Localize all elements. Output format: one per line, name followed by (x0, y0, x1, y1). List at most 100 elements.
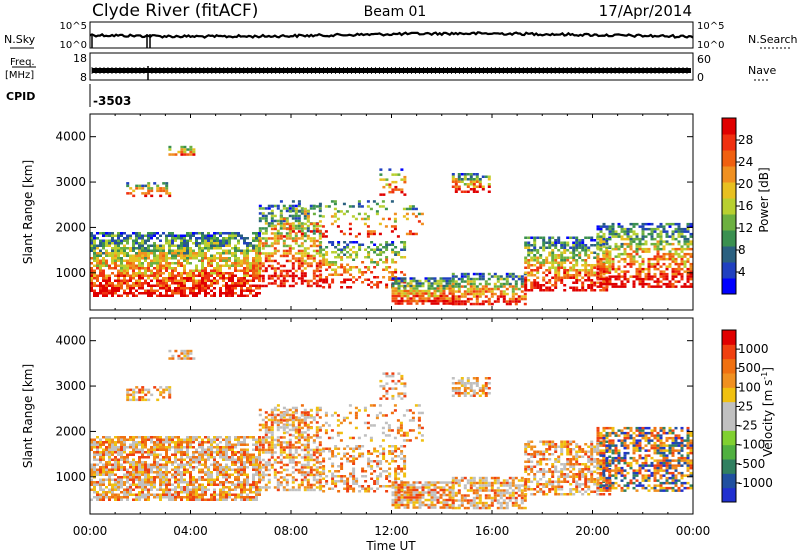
echo-cell (153, 436, 156, 439)
echo-cell (246, 249, 249, 252)
echo-cell (680, 247, 684, 251)
echo-cell (150, 234, 153, 237)
echo-cell (608, 237, 612, 241)
echo-cell (147, 262, 150, 265)
colorbar-swatch (722, 182, 736, 199)
echo-cell (243, 282, 246, 285)
echo-cell (524, 244, 528, 247)
echo-cell (460, 277, 464, 281)
echo-cell (469, 188, 473, 191)
echo-cell (653, 227, 657, 231)
echo-cell (258, 254, 261, 257)
echo-cell (201, 289, 204, 292)
echo-cell (551, 264, 555, 267)
beam-title: Beam 01 (364, 4, 427, 20)
echo-cell (599, 262, 603, 266)
echo-cell (557, 266, 561, 269)
echo-cell (300, 244, 304, 248)
echo-cell (243, 272, 246, 275)
echo-cell (123, 491, 126, 494)
echo-cell (165, 184, 169, 188)
echo-cell (114, 446, 117, 449)
echo-cell (548, 254, 552, 257)
echo-cell (647, 232, 651, 236)
echo-cell (243, 242, 246, 245)
echo-cell (548, 289, 552, 292)
echo-cell (397, 282, 401, 285)
echo-cell (135, 496, 138, 499)
echo-cell (357, 205, 361, 208)
echo-cell (285, 219, 289, 223)
echo-cell (294, 431, 298, 434)
echo-cell (481, 275, 485, 278)
echo-cell (192, 254, 195, 257)
echo-cell (463, 295, 467, 298)
echo-cell (572, 289, 576, 292)
echo-cell (192, 249, 195, 252)
echo-cell (270, 209, 274, 213)
echo-cell (228, 456, 231, 459)
echo-cell (496, 295, 500, 298)
echo-cell (427, 294, 431, 298)
echo-cell (129, 491, 132, 494)
echo-cell (397, 188, 401, 191)
echo-cell (168, 145, 172, 149)
echo-cell (132, 269, 135, 272)
echo-cell (560, 244, 564, 247)
echo-cell (596, 271, 600, 274)
echo-cell (668, 242, 672, 246)
echo-cell (671, 242, 675, 246)
echo-cell (620, 237, 624, 241)
echo-cell (463, 183, 467, 186)
echo-cell (659, 257, 663, 261)
echo-cell (357, 212, 361, 216)
echo-cell (96, 254, 99, 257)
echo-cell (563, 289, 567, 292)
echo-cell (120, 468, 123, 471)
echo-cell (647, 222, 651, 226)
echo-cell (451, 185, 455, 188)
echo-cell (240, 488, 243, 491)
echo-cell (629, 240, 633, 243)
echo-cell (156, 189, 160, 193)
echo-cell (120, 232, 123, 235)
echo-cell (105, 289, 108, 292)
echo-cell (671, 272, 675, 276)
echo-cell (466, 275, 470, 278)
echo-cell (653, 255, 657, 258)
echo-cell (153, 242, 156, 245)
echo-cell (442, 302, 446, 305)
echo-cell (436, 294, 440, 298)
echo-cell (210, 448, 213, 451)
echo-cell (114, 493, 117, 496)
echo-cell (530, 236, 534, 239)
echo-cell (192, 483, 195, 486)
echo-cell (246, 456, 249, 459)
echo-cell (165, 473, 168, 476)
echo-cell (300, 252, 304, 255)
echo-cell (117, 269, 120, 272)
echo-cell (294, 224, 298, 228)
echo-cell (608, 225, 612, 228)
echo-cell (135, 463, 138, 466)
echo-cell (210, 496, 213, 499)
echo-cell (117, 436, 120, 439)
echo-cell (159, 476, 162, 479)
freq-tick-bottom: 8 (80, 71, 87, 84)
echo-cell (297, 433, 301, 437)
echo-cell (168, 481, 171, 484)
echo-cell (144, 259, 147, 262)
echo-cell (602, 267, 606, 271)
echo-cell (246, 493, 249, 496)
echo-cell (99, 282, 102, 285)
echo-cell (288, 438, 292, 442)
echo-cell (291, 204, 295, 208)
echo-cell (390, 230, 394, 233)
echo-cell (195, 294, 198, 297)
echo-cell (288, 284, 292, 288)
echo-cell (602, 257, 606, 261)
echo-cell (96, 232, 99, 235)
echo-cell (650, 227, 654, 231)
echo-cell (288, 222, 292, 226)
echo-cell (105, 254, 108, 257)
